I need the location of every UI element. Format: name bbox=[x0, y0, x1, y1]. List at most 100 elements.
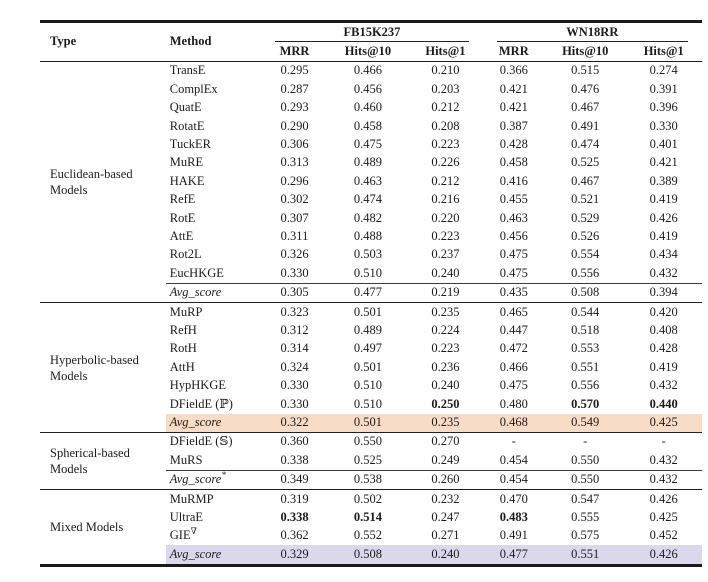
value-cell: 0.472 bbox=[499, 341, 528, 356]
value-cell: 0.454 bbox=[482, 469, 545, 490]
method-cell: TuckER bbox=[169, 136, 211, 151]
value-cell: 0.260 bbox=[408, 469, 483, 490]
value-cell: 0.477 bbox=[327, 282, 409, 303]
table-row: EucHKGE 0.330 0.510 0.240 0.475 0.556 0.432 bbox=[40, 264, 702, 283]
table-row: Avg_score 0.305 0.477 0.219 0.435 0.508 0.394 bbox=[40, 282, 702, 303]
value-cell: 0.456 bbox=[499, 228, 528, 243]
value-cell: 0.313 bbox=[280, 155, 309, 170]
header-metric-mrr-fb: MRR bbox=[261, 42, 328, 62]
method-cell: Avg_score bbox=[165, 282, 262, 303]
type-cell: Hyperbolic-based Models bbox=[40, 302, 166, 433]
value-cell: 0.323 bbox=[261, 302, 328, 322]
value-cell: 0.550 bbox=[571, 452, 600, 467]
group-label-wn18rr: WN18RR bbox=[496, 25, 688, 43]
value-cell: 0.510 bbox=[353, 378, 382, 393]
table-row: Avg_score 0.329 0.508 0.240 0.477 0.551 0.426 bbox=[40, 545, 702, 566]
value-cell: 0.432 bbox=[649, 378, 678, 393]
value-cell: 0.501 bbox=[353, 359, 382, 374]
value-cell: 0.236 bbox=[431, 359, 460, 374]
value-cell: - bbox=[545, 431, 626, 452]
table-row: Avg_score* 0.349 0.538 0.260 0.454 0.550 0.432 bbox=[40, 469, 702, 490]
value-cell: 0.210 bbox=[431, 63, 460, 78]
value-cell: 0.458 bbox=[353, 118, 382, 133]
header-method: Method bbox=[165, 21, 262, 62]
table-row: Mixed Models MuRMP 0.319 0.502 0.232 0.470 0.5… bbox=[40, 489, 702, 566]
value-cell: 0.416 bbox=[499, 173, 528, 188]
table-row: MuRE 0.313 0.489 0.226 0.458 0.525 0.421 bbox=[40, 154, 702, 172]
value-cell: 0.432 bbox=[649, 452, 678, 467]
value-cell: 0.480 bbox=[499, 396, 528, 411]
method-cell: RefE bbox=[169, 192, 196, 207]
value-cell: 0.329 bbox=[261, 545, 328, 566]
value-cell: 0.521 bbox=[571, 192, 600, 207]
value-cell: 0.324 bbox=[280, 359, 309, 374]
value-cell: 0.330 bbox=[649, 118, 678, 133]
value-cell: 0.510 bbox=[353, 396, 382, 411]
value-cell: 0.458 bbox=[499, 155, 528, 170]
value-cell: 0.502 bbox=[327, 489, 409, 509]
value-cell: 0.555 bbox=[571, 510, 600, 525]
value-cell: 0.425 bbox=[649, 510, 678, 525]
header-group-wn18rr: WN18RR bbox=[483, 22, 702, 43]
value-cell: 0.510 bbox=[353, 265, 382, 280]
method-cell: EucHKGE bbox=[169, 265, 224, 280]
value-cell: 0.475 bbox=[353, 136, 382, 151]
value-cell: 0.421 bbox=[499, 81, 528, 96]
type-cell: Spherical-based Models bbox=[40, 431, 166, 490]
value-cell: 0.326 bbox=[280, 247, 309, 262]
value-cell: 0.434 bbox=[649, 247, 678, 262]
value-cell: 0.287 bbox=[280, 81, 309, 96]
value-cell: 0.426 bbox=[649, 210, 678, 225]
value-cell: 0.220 bbox=[431, 210, 460, 225]
value-cell: 0.314 bbox=[280, 341, 309, 356]
value-cell: 0.463 bbox=[499, 210, 528, 225]
table-row: Rot2L 0.326 0.503 0.237 0.475 0.554 0.434 bbox=[40, 246, 702, 264]
value-cell: 0.454 bbox=[499, 452, 528, 467]
method-cell: RotH bbox=[169, 341, 197, 356]
value-cell: 0.575 bbox=[571, 528, 600, 543]
method-cell: RotE bbox=[169, 210, 196, 225]
value-cell: - bbox=[625, 431, 702, 452]
value-cell: 0.419 bbox=[649, 228, 678, 243]
method-cell: MuRMP bbox=[165, 489, 262, 509]
table-row: RefE 0.302 0.474 0.216 0.455 0.521 0.419 bbox=[40, 191, 702, 209]
method-cell: DFieldE (ℙ) bbox=[169, 396, 233, 411]
value-cell: 0.312 bbox=[280, 323, 309, 337]
value-cell: 0.330 bbox=[280, 265, 309, 280]
table-row: Spherical-based Models DFieldE (𝕊) 0.360 0.… bbox=[40, 431, 702, 490]
method-cell: Rot2L bbox=[169, 247, 202, 262]
value-cell: 0.224 bbox=[431, 323, 460, 337]
header-metric-hits1-wn: Hits@1 bbox=[625, 42, 702, 62]
method-cell: RotatE bbox=[169, 118, 205, 133]
value-cell: 0.428 bbox=[649, 341, 678, 356]
value-cell: 0.240 bbox=[431, 265, 460, 280]
value-cell: 0.240 bbox=[408, 545, 483, 566]
value-cell: 0.330 bbox=[280, 396, 309, 411]
value-cell: 0.556 bbox=[571, 265, 600, 280]
value-cell: 0.319 bbox=[261, 489, 328, 509]
value-cell: 0.235 bbox=[408, 413, 483, 433]
value-cell: 0.432 bbox=[649, 265, 678, 280]
value-cell: 0.552 bbox=[353, 528, 382, 543]
value-cell: 0.475 bbox=[499, 247, 528, 262]
value-cell: 0.394 bbox=[625, 282, 702, 303]
value-cell: - bbox=[482, 431, 545, 452]
type-cell: Euclidean-based Models bbox=[50, 166, 133, 197]
method-superscript: * bbox=[221, 470, 226, 481]
value-cell: 0.250 bbox=[431, 396, 460, 411]
value-cell: 0.203 bbox=[431, 81, 460, 96]
table-row: UltraE 0.338 0.514 0.247 0.483 0.555 0.425 bbox=[40, 509, 702, 527]
value-cell: 0.551 bbox=[545, 545, 626, 566]
table-row: RotH 0.314 0.497 0.223 0.472 0.553 0.428 bbox=[40, 340, 702, 358]
value-cell: 0.249 bbox=[431, 452, 460, 467]
value-cell: 0.366 bbox=[499, 63, 528, 78]
method-cell: Avg_score bbox=[165, 545, 262, 566]
table-row: RotatE 0.290 0.458 0.208 0.387 0.491 0.330 bbox=[40, 117, 702, 135]
value-cell: 0.322 bbox=[261, 413, 328, 433]
value-cell: 0.338 bbox=[280, 452, 309, 467]
value-cell: 0.216 bbox=[431, 192, 460, 207]
value-cell: 0.293 bbox=[280, 100, 309, 115]
value-cell: 0.330 bbox=[280, 378, 309, 393]
value-cell: 0.553 bbox=[571, 341, 600, 356]
value-cell: 0.226 bbox=[431, 155, 460, 170]
